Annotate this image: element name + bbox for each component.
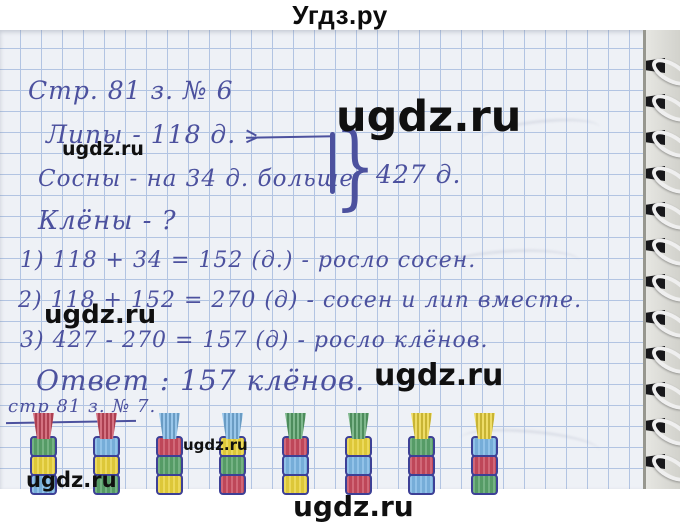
site-header: Угдз.ру	[0, 0, 680, 30]
tower-block	[30, 436, 57, 457]
page-edge	[643, 30, 646, 489]
tower-block	[93, 436, 120, 457]
tower-block	[156, 474, 183, 495]
watermark: ugdz.ru	[374, 358, 504, 393]
task7-title: стр 81 з. № 7.	[8, 396, 157, 417]
watermark: ugdz.ru	[62, 138, 144, 160]
watermark: ugdz.ru	[336, 92, 522, 142]
watermark: ugdz.ru	[183, 436, 248, 454]
notebook-page	[0, 30, 680, 489]
tower-cap	[411, 413, 432, 439]
watermark: ugdz.ru	[44, 300, 157, 330]
photo-background-strip	[646, 30, 680, 489]
tower-block	[156, 455, 183, 476]
task6-title: Стр. 81 з. № 6	[28, 76, 234, 105]
tower-cap	[222, 413, 243, 439]
color-tower	[219, 413, 246, 495]
tower-block	[408, 474, 435, 495]
tower-block	[471, 474, 498, 495]
color-tower	[408, 413, 435, 495]
color-tower	[156, 413, 183, 495]
tower-cap	[285, 413, 306, 439]
tower-cap	[96, 413, 117, 439]
tower-body	[93, 436, 120, 495]
tower-block	[156, 436, 183, 457]
tower-body	[471, 436, 498, 495]
color-tower	[30, 413, 57, 495]
tower-body	[219, 436, 246, 495]
tower-body	[345, 436, 372, 495]
tower-block	[408, 436, 435, 457]
color-tower	[282, 413, 309, 495]
tower-cap	[348, 413, 369, 439]
tower-block	[471, 436, 498, 457]
color-tower	[345, 413, 372, 495]
tower-body	[408, 436, 435, 495]
towers-row	[30, 413, 498, 495]
color-tower	[93, 413, 120, 495]
task6-step-1: 1) 118 + 34 = 152 (д.) - росло сосен.	[20, 248, 477, 273]
tower-block	[219, 455, 246, 476]
tower-block	[219, 474, 246, 495]
tower-block	[282, 474, 309, 495]
tower-body	[282, 436, 309, 495]
tower-block	[282, 455, 309, 476]
tower-block	[93, 474, 120, 495]
tower-cap	[474, 413, 495, 439]
task6-answer: Ответ : 157 клёнов.	[36, 364, 366, 397]
tower-block	[408, 455, 435, 476]
tower-block	[345, 455, 372, 476]
tower-block	[471, 455, 498, 476]
site-title: Угдз.ру	[292, 0, 388, 30]
watermark: ugdz.ru	[293, 490, 414, 523]
vertical-pen-stroke	[330, 132, 335, 194]
tower-cap	[159, 413, 180, 439]
task6-step-3: 3) 427 - 270 = 157 (д) - росло клёнов.	[20, 328, 489, 353]
color-tower	[471, 413, 498, 495]
task6-condition-kleny: Клёны - ?	[38, 206, 177, 236]
tower-cap	[33, 413, 54, 439]
tower-block	[345, 474, 372, 495]
tower-body	[30, 436, 57, 495]
tower-block	[282, 436, 309, 457]
task6-condition-lipy: Липы - 118 д.	[46, 120, 237, 149]
watermark: ugdz.ru	[26, 468, 117, 492]
tower-block	[345, 436, 372, 457]
tower-body	[156, 436, 183, 495]
task6-step-2: 2) 118 + 152 = 270 (д) - сосен и лип вме…	[18, 288, 583, 313]
tower-block	[30, 474, 57, 495]
task6-condition-sosny: Сосны - на 34 д. больше	[38, 166, 355, 192]
task6-total-value: 427 д.	[376, 160, 462, 189]
